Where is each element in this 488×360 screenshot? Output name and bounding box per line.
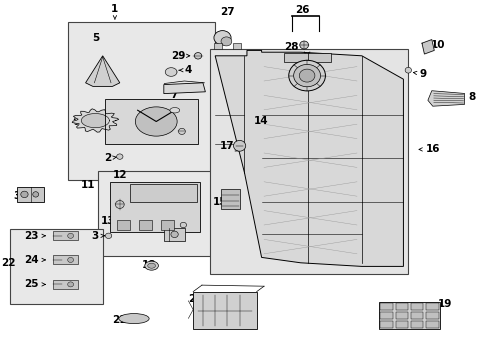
Bar: [68, 22, 215, 180]
Text: 11: 11: [81, 180, 95, 190]
Bar: [110, 182, 200, 232]
Text: 30: 30: [163, 231, 178, 241]
Text: 22: 22: [1, 258, 16, 268]
Bar: [410, 312, 423, 319]
Ellipse shape: [20, 191, 28, 198]
Polygon shape: [427, 91, 464, 106]
Polygon shape: [85, 56, 120, 86]
Ellipse shape: [171, 231, 178, 238]
Ellipse shape: [170, 108, 180, 113]
Text: 27: 27: [220, 6, 234, 17]
Text: 31: 31: [13, 191, 28, 201]
Bar: [380, 312, 392, 319]
Ellipse shape: [135, 107, 177, 136]
Text: 26: 26: [294, 5, 309, 15]
Text: 18: 18: [142, 260, 156, 270]
Bar: [233, 43, 241, 49]
Ellipse shape: [67, 233, 73, 238]
Text: 2: 2: [183, 222, 196, 232]
Bar: [426, 312, 438, 319]
Ellipse shape: [67, 282, 73, 287]
Ellipse shape: [115, 201, 124, 208]
Ellipse shape: [116, 154, 123, 159]
Bar: [98, 171, 212, 256]
Bar: [395, 303, 407, 310]
Polygon shape: [165, 68, 177, 76]
Text: 28: 28: [283, 42, 298, 52]
Text: 9: 9: [412, 69, 426, 79]
Bar: [164, 228, 184, 241]
Text: 5: 5: [92, 33, 99, 43]
Ellipse shape: [293, 64, 320, 87]
Ellipse shape: [233, 140, 245, 151]
Text: 23: 23: [24, 231, 45, 241]
Text: 13: 13: [100, 216, 115, 226]
Text: 25: 25: [24, 279, 45, 289]
Text: 24: 24: [24, 255, 45, 265]
Bar: [378, 302, 439, 329]
Text: 3: 3: [92, 231, 104, 241]
Polygon shape: [163, 83, 205, 94]
Text: 2: 2: [104, 153, 117, 163]
Bar: [380, 321, 392, 328]
Ellipse shape: [221, 37, 231, 46]
Bar: [129, 184, 197, 202]
Ellipse shape: [105, 233, 111, 239]
Bar: [105, 99, 198, 144]
Bar: [53, 256, 78, 264]
Bar: [213, 43, 221, 49]
Bar: [193, 292, 256, 329]
Text: 4: 4: [179, 65, 192, 75]
Bar: [10, 229, 102, 304]
Bar: [395, 321, 407, 328]
Polygon shape: [215, 50, 403, 266]
Bar: [53, 231, 78, 240]
Bar: [410, 321, 423, 328]
Ellipse shape: [180, 222, 186, 228]
Bar: [161, 220, 173, 230]
Text: 20: 20: [188, 294, 206, 304]
Bar: [426, 303, 438, 310]
Ellipse shape: [178, 129, 185, 134]
Polygon shape: [81, 114, 109, 127]
Text: 17: 17: [220, 141, 238, 151]
Ellipse shape: [119, 314, 149, 324]
Text: 29: 29: [171, 51, 189, 61]
Text: 1: 1: [111, 4, 118, 19]
Bar: [139, 220, 151, 230]
Text: 10: 10: [429, 40, 444, 50]
Text: 3: 3: [183, 128, 196, 138]
Ellipse shape: [67, 257, 73, 262]
Ellipse shape: [299, 41, 308, 49]
Text: 21: 21: [112, 315, 127, 325]
Bar: [53, 280, 78, 289]
Bar: [395, 312, 407, 319]
Ellipse shape: [144, 261, 158, 270]
Bar: [426, 321, 438, 328]
Bar: [117, 220, 129, 230]
Bar: [17, 187, 44, 202]
Bar: [380, 303, 392, 310]
Text: 14: 14: [254, 116, 268, 126]
Ellipse shape: [404, 67, 410, 73]
Text: 16: 16: [418, 144, 439, 154]
Bar: [210, 49, 407, 274]
Ellipse shape: [214, 31, 231, 45]
Bar: [221, 189, 239, 209]
Text: 19: 19: [433, 299, 451, 309]
Polygon shape: [72, 109, 119, 132]
Text: 15: 15: [212, 197, 227, 207]
Ellipse shape: [33, 192, 39, 197]
Ellipse shape: [288, 60, 325, 91]
Text: 6: 6: [72, 117, 79, 127]
Bar: [283, 53, 330, 62]
Polygon shape: [421, 40, 433, 54]
Ellipse shape: [194, 53, 201, 59]
Text: 7: 7: [170, 90, 178, 100]
Bar: [410, 303, 423, 310]
Ellipse shape: [147, 263, 155, 268]
Text: 8: 8: [460, 92, 474, 102]
Text: 12: 12: [112, 170, 127, 180]
Ellipse shape: [299, 69, 314, 82]
